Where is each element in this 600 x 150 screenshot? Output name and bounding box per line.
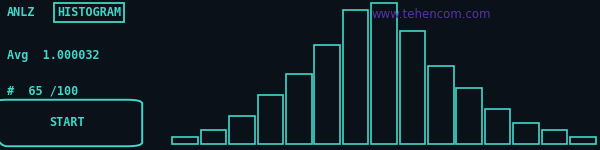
Bar — [314, 45, 340, 144]
Bar — [513, 123, 539, 144]
Bar — [371, 3, 397, 144]
Bar — [542, 130, 567, 144]
Bar — [570, 137, 596, 144]
Bar — [257, 95, 283, 144]
Bar — [428, 66, 454, 144]
Bar — [485, 109, 511, 144]
Bar — [172, 137, 198, 144]
Bar — [286, 74, 311, 144]
Bar — [343, 10, 368, 144]
Text: HISTOGRAM: HISTOGRAM — [57, 6, 121, 19]
Bar — [457, 88, 482, 144]
Text: #  65 /100: # 65 /100 — [7, 84, 79, 97]
Text: Avg  1.000032: Avg 1.000032 — [7, 50, 100, 63]
Bar — [229, 116, 255, 144]
Bar — [400, 31, 425, 144]
Text: www.tehencom.com: www.tehencom.com — [372, 8, 491, 21]
Text: START: START — [49, 117, 85, 129]
Bar — [201, 130, 226, 144]
Text: ANLZ: ANLZ — [7, 6, 36, 19]
